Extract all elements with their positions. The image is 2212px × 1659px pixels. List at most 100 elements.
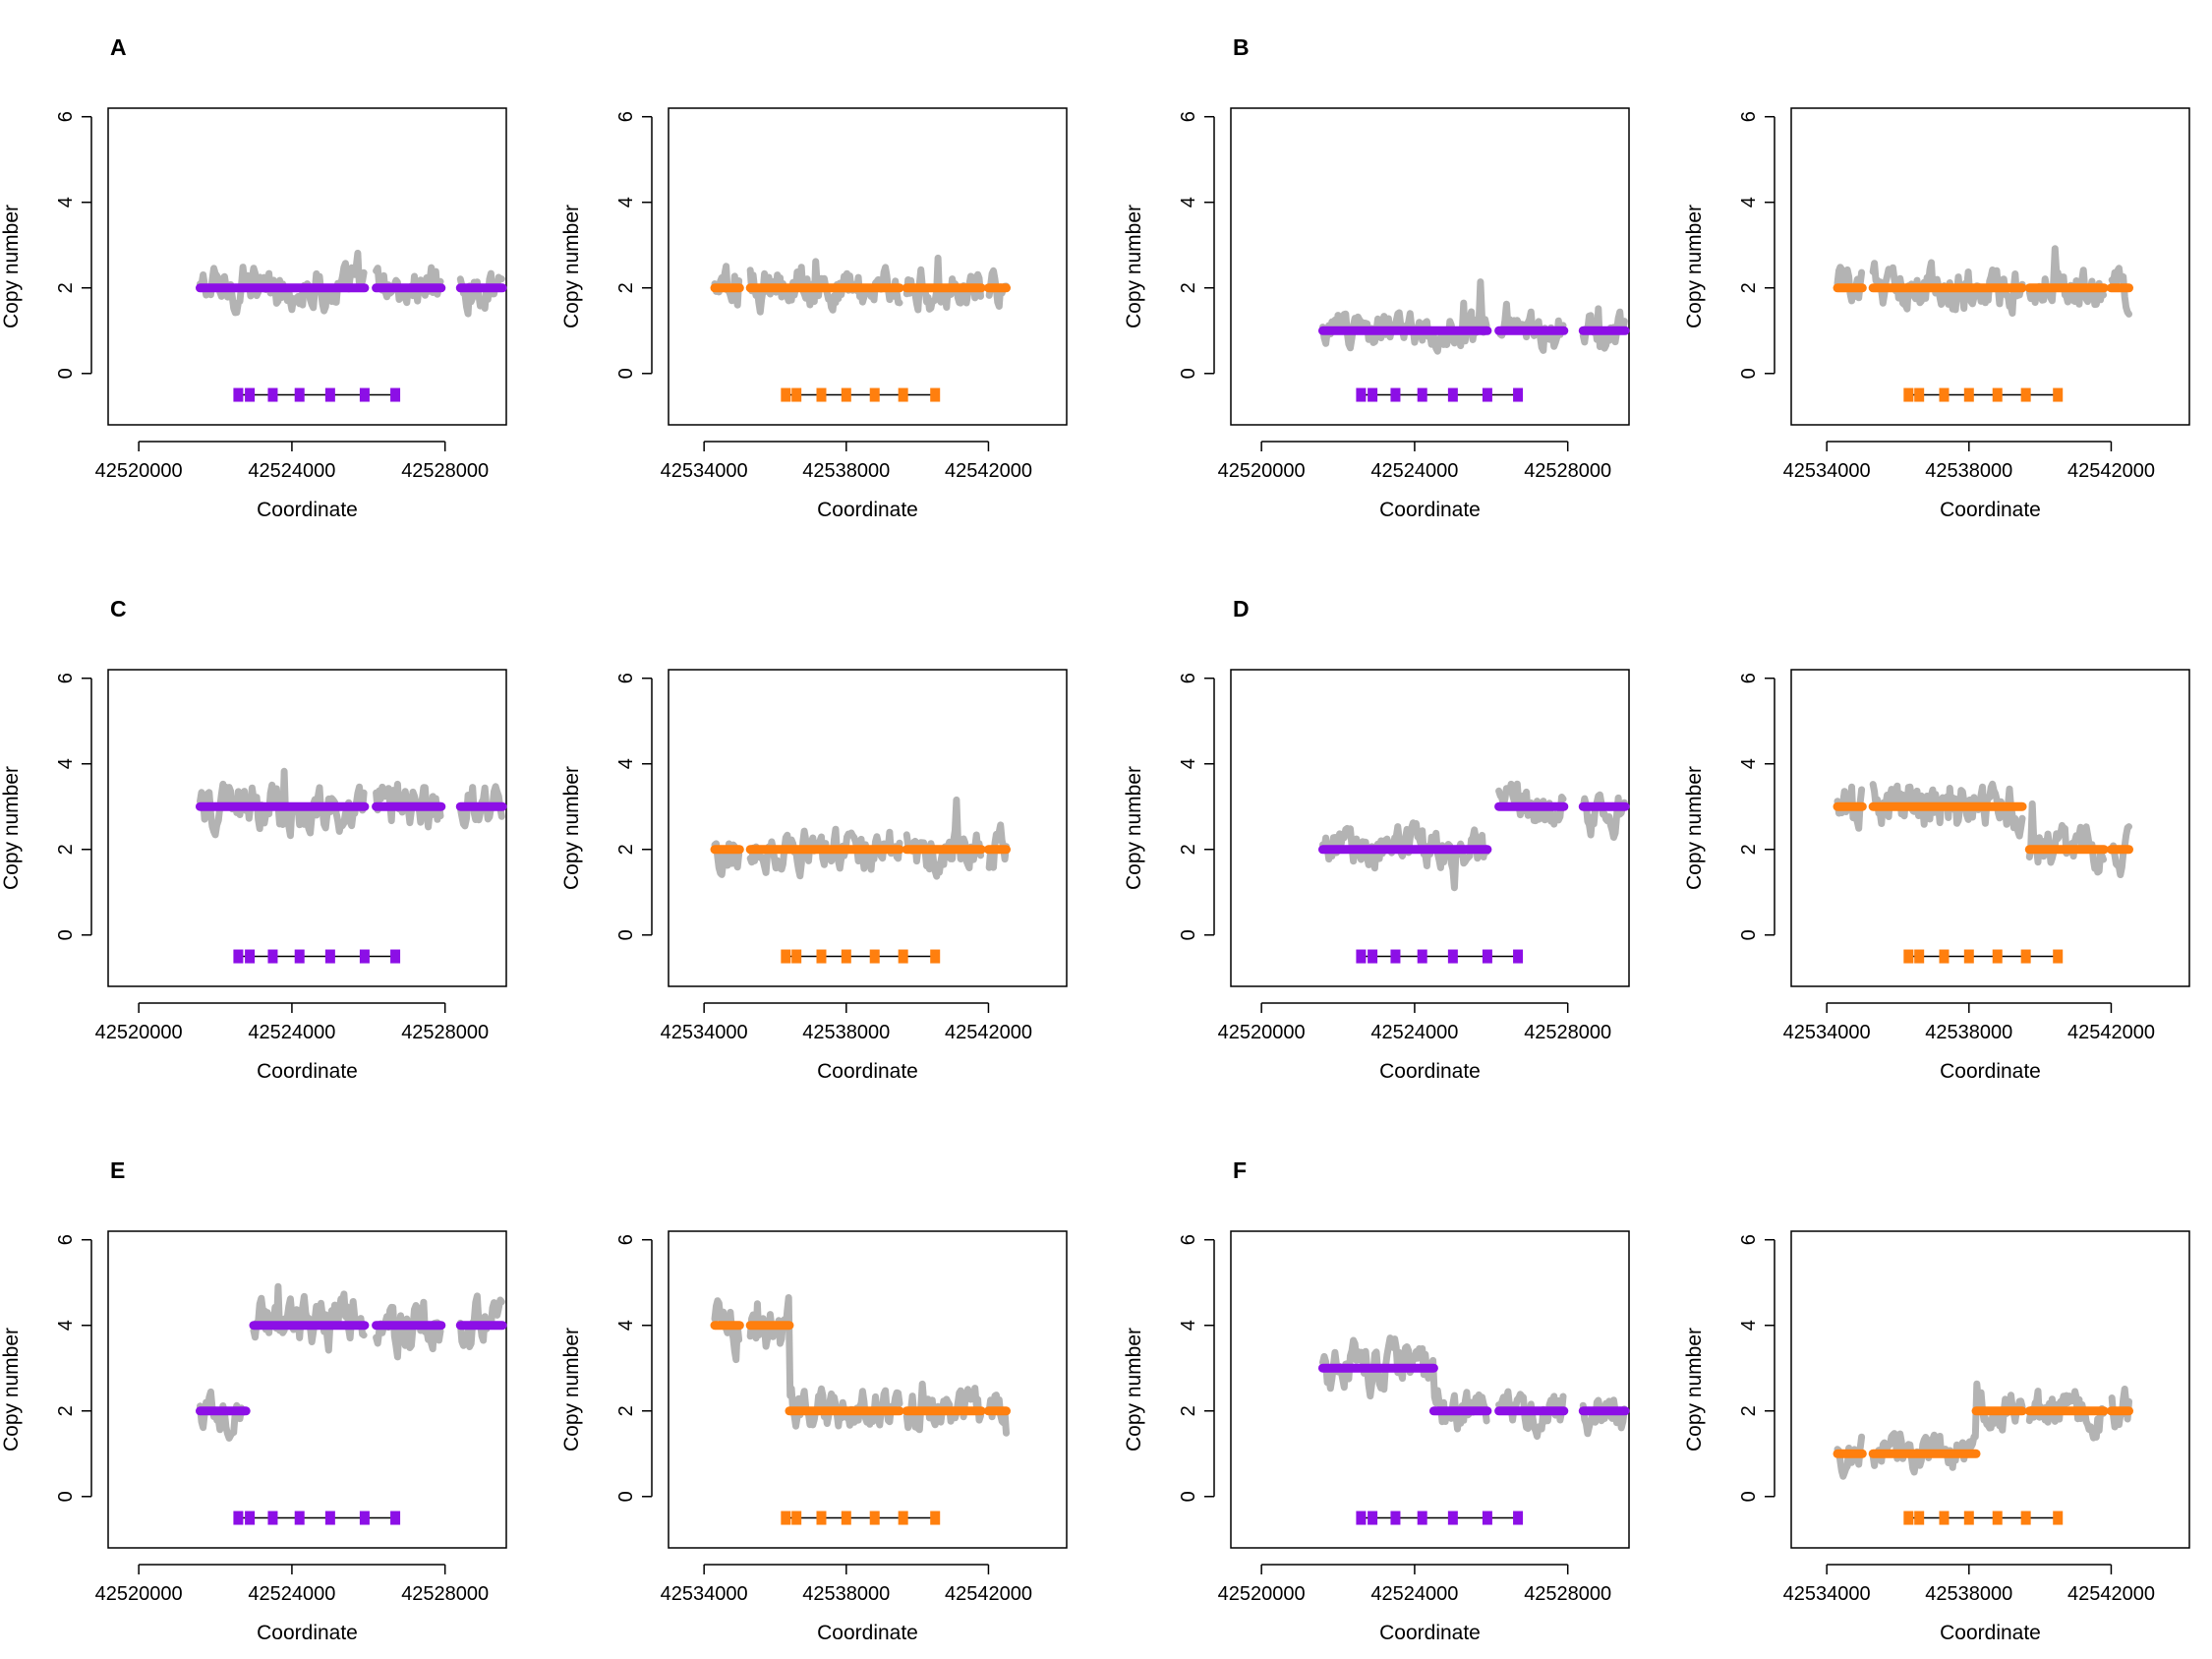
exon-marker: [267, 1511, 278, 1525]
plot-frame: [1230, 107, 1630, 426]
y-tick-label: 4: [55, 1320, 77, 1331]
exon-marker: [816, 949, 827, 964]
exon-marker: [1903, 1511, 1914, 1525]
exon-marker: [245, 1511, 256, 1525]
subplot-F-left: 0 2 4 6 Copy number 42520000 42524000 42528000 C…: [1123, 1230, 1630, 1644]
exon-marker: [816, 1511, 827, 1525]
exon-marker: [1482, 387, 1492, 402]
subplot-D-left: 0 2 4 6 Copy number 42520000 42524000 42528000 C…: [1123, 669, 1630, 1083]
exon-marker: [1368, 949, 1378, 964]
y-tick-label: 2: [615, 844, 637, 855]
y-tick-label: 4: [615, 197, 637, 207]
exon-marker: [2020, 387, 2031, 402]
x-tick-label: 42534000: [661, 1583, 748, 1605]
y-axis-title: Copy number: [560, 205, 583, 328]
exon-marker: [324, 949, 335, 964]
exon-marker: [324, 387, 335, 402]
exon-marker: [1963, 949, 1974, 964]
x-tick-label: 42524000: [248, 1583, 335, 1605]
y-tick-label: 0: [1178, 368, 1199, 379]
y-tick-label: 2: [1738, 844, 1760, 855]
exon-marker: [930, 1511, 941, 1525]
x-axis-title: Coordinate: [257, 499, 358, 521]
exon-marker: [324, 1511, 335, 1525]
y-tick-label: 0: [1738, 1491, 1760, 1502]
x-tick-label: 42520000: [1218, 1022, 1306, 1043]
exon-marker: [245, 387, 256, 402]
exon-marker: [898, 949, 908, 964]
x-tick-label: 42528000: [1524, 1583, 1611, 1605]
y-tick-label: 2: [615, 282, 637, 293]
x-tick-label: 42542000: [2067, 1583, 2155, 1605]
x-tick-label: 42524000: [1370, 460, 1458, 482]
plot-frame: [107, 1230, 507, 1549]
x-axis-title: Coordinate: [817, 1060, 918, 1083]
y-axis-title: Copy number: [1683, 766, 1706, 890]
subplot-D-right: 0 2 4 6 Copy number 42534000 42538000 42542000 C…: [1683, 669, 2190, 1083]
exon-marker: [359, 387, 370, 402]
y-tick-label: 0: [615, 368, 637, 379]
subplot-C-right: 0 2 4 6 Copy number 42534000 42538000 42542000 C…: [560, 669, 1068, 1083]
x-tick-label: 42524000: [248, 460, 335, 482]
exon-marker: [1417, 949, 1427, 964]
x-axis-title: Coordinate: [1940, 499, 2041, 521]
exon-marker: [869, 387, 880, 402]
x-axis-title: Coordinate: [1379, 499, 1481, 521]
plot-frame: [1230, 1230, 1630, 1549]
x-tick-label: 42520000: [95, 460, 183, 482]
panel-letter-F: F: [1233, 1157, 1247, 1183]
y-tick-label: 0: [1178, 929, 1199, 940]
y-tick-label: 4: [1738, 197, 1760, 207]
y-tick-label: 6: [1178, 1234, 1199, 1245]
exon-marker: [791, 387, 802, 402]
y-tick-label: 6: [1178, 673, 1199, 683]
raw-copy-number-trace: [1319, 819, 1490, 892]
exon-marker: [2053, 1511, 2064, 1525]
exon-marker: [1963, 387, 1974, 402]
y-tick-label: 6: [1738, 673, 1760, 683]
y-tick-label: 0: [1738, 368, 1760, 379]
exon-marker: [1447, 387, 1458, 402]
x-tick-label: 42520000: [1218, 1583, 1306, 1605]
y-tick-label: 6: [1738, 111, 1760, 122]
y-axis-title: Copy number: [1123, 1328, 1145, 1452]
subplot-A-right: 0 2 4 6 Copy number 42534000 42538000 42542000 C…: [560, 107, 1068, 521]
exon-marker: [869, 949, 880, 964]
panel-letter-C: C: [110, 596, 127, 622]
exon-marker: [2053, 949, 2064, 964]
x-axis-title: Coordinate: [257, 1060, 358, 1083]
subplot-C-left: 0 2 4 6 Copy number 42520000 42524000 42528000 C…: [0, 669, 507, 1083]
exon-marker: [1914, 387, 1925, 402]
y-axis-title: Copy number: [560, 1328, 583, 1452]
raw-copy-number-trace: [1579, 1396, 1628, 1438]
y-tick-label: 0: [1738, 929, 1760, 940]
subplot-A-left: 0 2 4 6 Copy number 42520000 42524000 42528000 C…: [0, 107, 507, 521]
y-tick-label: 6: [1738, 1234, 1760, 1245]
exon-marker: [390, 1511, 401, 1525]
raw-copy-number-trace: [1319, 1334, 1490, 1433]
y-tick-label: 0: [615, 929, 637, 940]
x-tick-label: 42538000: [1925, 1022, 2012, 1043]
x-tick-label: 42542000: [2067, 460, 2155, 482]
y-tick-label: 4: [1738, 1320, 1760, 1331]
y-tick-label: 4: [1738, 758, 1760, 769]
exon-marker: [1992, 949, 2003, 964]
subplot-E-right: 0 2 4 6 Copy number 42534000 42538000 42542000 C…: [560, 1230, 1068, 1644]
y-tick-label: 6: [615, 1234, 637, 1245]
y-tick-label: 4: [615, 1320, 637, 1331]
raw-copy-number-trace: [1869, 1380, 2026, 1476]
x-axis-title: Coordinate: [817, 1622, 918, 1644]
exon-marker: [930, 949, 941, 964]
exon-marker: [791, 1511, 802, 1525]
x-tick-label: 42534000: [1783, 460, 1871, 482]
plot-frame: [107, 107, 507, 426]
y-tick-label: 6: [615, 111, 637, 122]
exon-marker: [781, 1511, 791, 1525]
exon-marker: [1513, 1511, 1524, 1525]
x-axis-title: Coordinate: [1940, 1060, 2041, 1083]
y-axis-title: Copy number: [1683, 205, 1706, 328]
x-axis-title: Coordinate: [1940, 1622, 2041, 1644]
exon-marker: [359, 949, 370, 964]
y-tick-label: 2: [1738, 1405, 1760, 1416]
exon-marker: [390, 949, 401, 964]
